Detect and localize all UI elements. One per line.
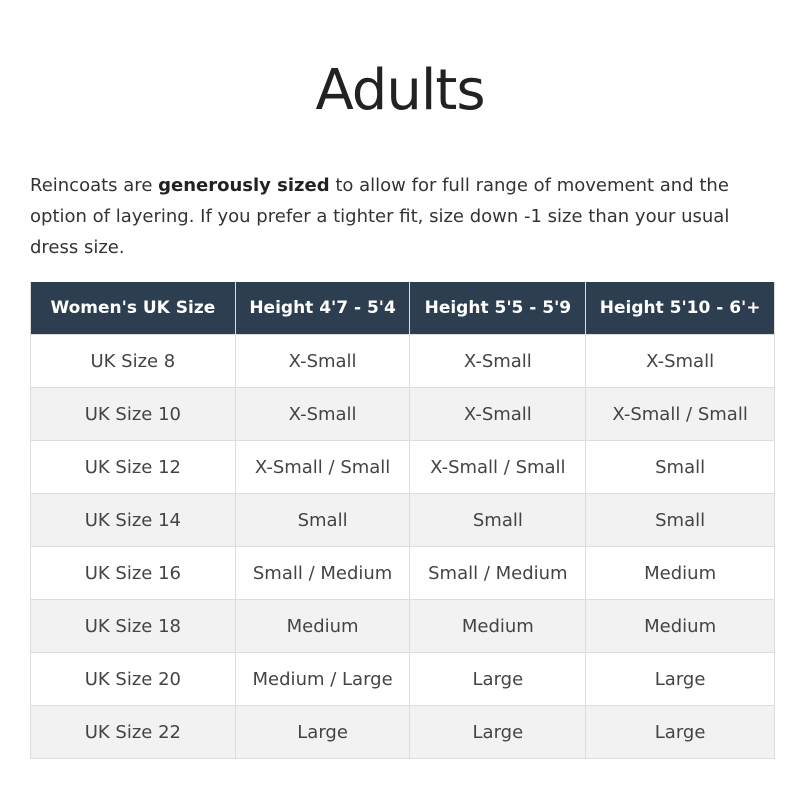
table-cell: Small (585, 493, 775, 547)
table-row: UK Size 18 Medium Medium Medium (30, 599, 775, 653)
table-cell: X-Small / Small (409, 440, 587, 494)
table-cell: Small (585, 440, 775, 494)
table-cell: X-Small (409, 334, 587, 388)
table-cell: X-Small (234, 334, 411, 388)
table-cell: UK Size 20 (30, 652, 236, 706)
table-cell: Medium (585, 599, 775, 653)
table-cell: Large (585, 705, 775, 759)
intro-bold: generously sized (158, 175, 330, 196)
table-row: UK Size 8 X-Small X-Small X-Small (30, 334, 775, 388)
table-cell: Medium / Large (234, 652, 411, 706)
table-cell: UK Size 22 (30, 705, 236, 759)
table-row: UK Size 16 Small / Medium Small / Medium Me… (30, 546, 775, 600)
table-cell: X-Small (409, 387, 587, 441)
table-row: UK Size 10 X-Small X-Small X-Small / Small (30, 387, 775, 441)
column-header: Height 5'5 - 5'9 (409, 282, 587, 335)
table-cell: X-Small / Small (585, 387, 775, 441)
table-cell: Large (409, 652, 587, 706)
table-cell: UK Size 12 (30, 440, 236, 494)
table-cell: Medium (585, 546, 775, 600)
table-row: UK Size 14 Small Small Small (30, 493, 775, 547)
intro-before: Reincoats are (30, 175, 159, 196)
table-cell: Large (234, 705, 411, 759)
table-cell: UK Size 8 (30, 334, 236, 388)
table-cell: X-Small (234, 387, 411, 441)
size-chart-table: Women's UK Size Height 4'7 - 5'4 Height … (30, 282, 775, 759)
table-cell: UK Size 18 (30, 599, 236, 653)
header-row: Women's UK Size Height 4'7 - 5'4 Height … (30, 282, 775, 335)
table-cell: Small (234, 493, 411, 547)
page-title: Adults (315, 58, 485, 123)
table-row: UK Size 22 Large Large Large (30, 705, 775, 759)
table-cell: Small (409, 493, 587, 547)
column-header: Height 4'7 - 5'4 (234, 282, 411, 335)
table-cell: Medium (234, 599, 411, 653)
table-row: UK Size 12 X-Small / Small X-Small / Small… (30, 440, 775, 494)
column-header: Height 5'10 - 6'+ (585, 282, 775, 335)
table-cell: UK Size 16 (30, 546, 236, 600)
table-row: UK Size 20 Medium / Large Large Large (30, 652, 775, 706)
table-cell: Large (409, 705, 587, 759)
column-header: Women's UK Size (30, 282, 236, 335)
table-cell: X-Small / Small (234, 440, 411, 494)
intro-after: to allow for full range of movement and … (30, 175, 730, 258)
table-cell: UK Size 14 (30, 493, 236, 547)
table-cell: Small / Medium (409, 546, 587, 600)
intro-text: Reincoats are generously sized to allow … (30, 170, 750, 263)
table-cell: Large (585, 652, 775, 706)
table-cell: Medium (409, 599, 587, 653)
table-cell: UK Size 10 (30, 387, 236, 441)
table-cell: X-Small (585, 334, 775, 388)
table-cell: Small / Medium (234, 546, 411, 600)
